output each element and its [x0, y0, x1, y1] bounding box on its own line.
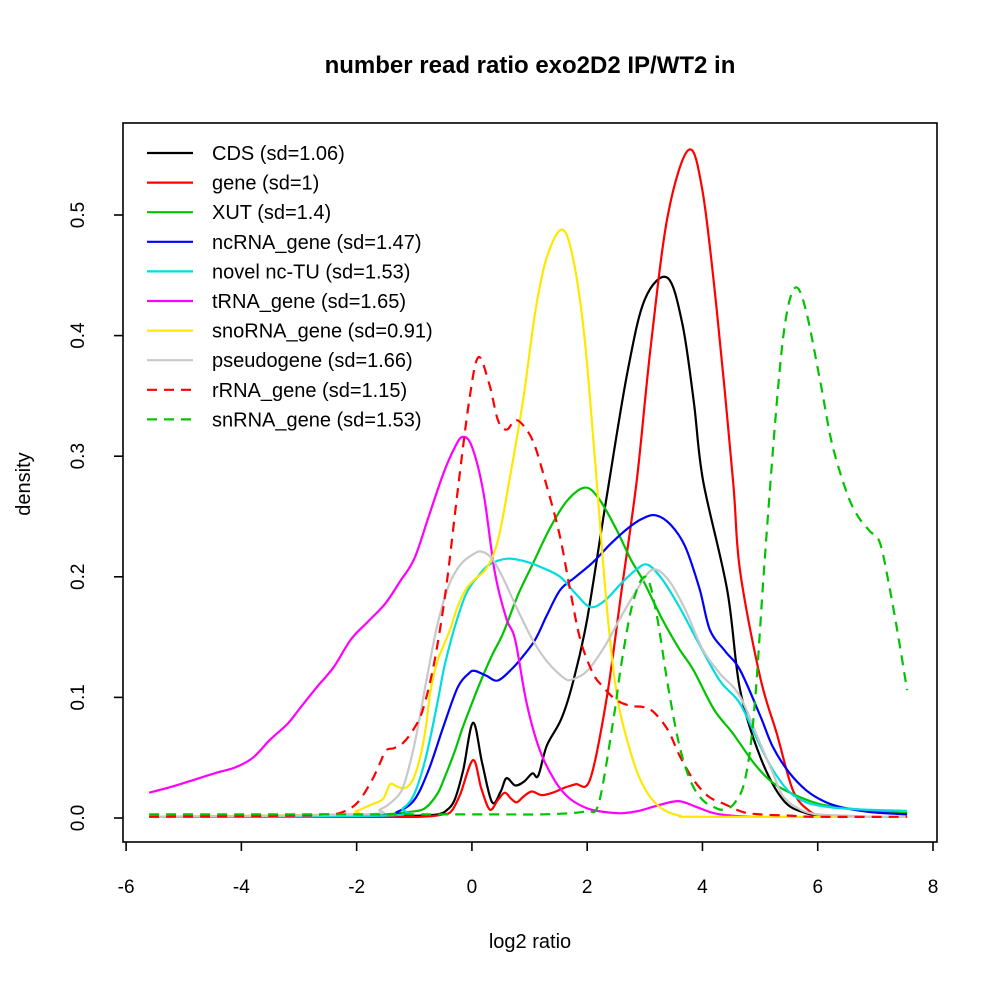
x-axis-ticks: -6 -4 -2 0 2 4 6 8 [118, 842, 939, 898]
y-tick-label: 0.4 [68, 322, 89, 349]
legend-item-gene: gene (sd=1) [147, 173, 319, 195]
legend-label: snRNA_gene (sd=1.53) [212, 409, 422, 431]
y-tick-label: 0.5 [68, 202, 89, 228]
curve-xut [149, 486, 908, 818]
legend-item-ncrna-gene: ncRNA_gene (sd=1.47) [147, 232, 422, 254]
legend-item-pseudogene: pseudogene (sd=1.66) [147, 350, 413, 372]
y-tick-label: 0.3 [68, 443, 89, 469]
legend-label: ncRNA_gene (sd=1.47) [212, 232, 422, 254]
x-tick-label: -2 [348, 877, 365, 898]
legend: CDS (sd=1.06) gene (sd=1) XUT (sd=1.4) ncRN… [147, 143, 433, 431]
plot-border [122, 122, 938, 843]
legend-label: gene (sd=1) [212, 173, 319, 195]
y-tick-label: 0.2 [68, 564, 89, 590]
curve-cds [149, 275, 853, 818]
legend-label: tRNA_gene (sd=1.65) [212, 291, 406, 313]
legend-label: XUT (sd=1.4) [212, 202, 331, 224]
y-tick-label: 0.1 [68, 684, 89, 710]
legend-item-xut: XUT (sd=1.4) [147, 202, 331, 224]
chart-title: number read ratio exo2D2 IP/WT2 in [325, 52, 736, 79]
curve-pseudogene [149, 550, 908, 818]
legend-item-novel-nc-tu: novel nc-TU (sd=1.53) [147, 261, 410, 283]
curve-snorna-gene [149, 228, 905, 818]
x-tick-label: -6 [118, 877, 135, 898]
x-tick-label: 0 [467, 877, 478, 898]
x-tick-label: 4 [697, 877, 708, 898]
curve-ncrna-gene [149, 513, 908, 818]
y-axis-label: density [13, 452, 35, 515]
legend-item-snorna-gene: snoRNA_gene (sd=0.91) [147, 321, 433, 343]
curve-rrna-gene [149, 356, 908, 818]
curve-trna-gene [148, 435, 753, 818]
y-axis-ticks: 0.0 0.1 0.2 0.3 0.4 0.5 [68, 202, 123, 831]
legend-label: pseudogene (sd=1.66) [212, 350, 413, 372]
x-tick-label: 2 [582, 877, 593, 898]
legend-label: CDS (sd=1.06) [212, 143, 345, 165]
x-tick-label: -4 [233, 877, 250, 898]
x-axis-label: log2 ratio [489, 931, 571, 953]
legend-item-rrna-gene: rRNA_gene (sd=1.15) [147, 380, 407, 402]
x-tick-label: 8 [928, 877, 939, 898]
legend-label: novel nc-TU (sd=1.53) [212, 261, 410, 283]
y-tick-label: 0.0 [68, 805, 89, 831]
legend-item-trna-gene: tRNA_gene (sd=1.65) [147, 291, 406, 313]
series-lines [148, 148, 909, 819]
legend-item-snrna-gene: snRNA_gene (sd=1.53) [147, 409, 422, 431]
legend-label: snoRNA_gene (sd=0.91) [212, 321, 433, 343]
curve-snrna-gene [149, 286, 909, 816]
curve-gene [149, 148, 847, 819]
x-tick-label: 6 [812, 877, 823, 898]
legend-label: rRNA_gene (sd=1.15) [212, 380, 407, 402]
legend-item-cds: CDS (sd=1.06) [147, 143, 345, 165]
